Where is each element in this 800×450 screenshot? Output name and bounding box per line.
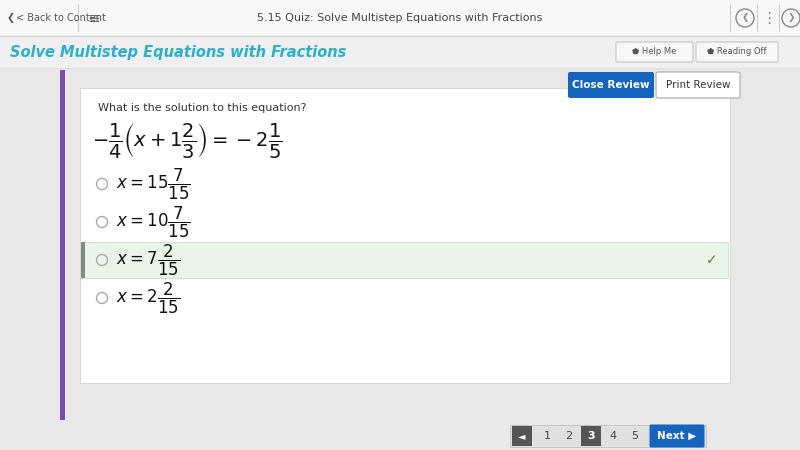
FancyBboxPatch shape: [650, 424, 705, 447]
Text: ≡: ≡: [87, 10, 100, 26]
Text: ⋮: ⋮: [762, 10, 777, 26]
Text: 3: 3: [587, 431, 595, 441]
Text: < Back to Content: < Back to Content: [16, 13, 106, 23]
FancyBboxPatch shape: [512, 426, 532, 446]
FancyBboxPatch shape: [0, 0, 800, 36]
Text: ❯: ❯: [787, 14, 794, 22]
FancyBboxPatch shape: [656, 72, 740, 98]
Text: ⬟ Help Me: ⬟ Help Me: [632, 48, 676, 57]
Text: ◄: ◄: [518, 431, 526, 441]
Text: ❮: ❮: [742, 14, 749, 22]
FancyBboxPatch shape: [0, 36, 800, 68]
Text: ❮: ❮: [7, 13, 15, 23]
Text: Solve Multistep Equations with Fractions: Solve Multistep Equations with Fractions: [10, 45, 346, 59]
Text: 5: 5: [631, 431, 638, 441]
Text: 2: 2: [566, 431, 573, 441]
Text: 4: 4: [610, 431, 617, 441]
FancyBboxPatch shape: [0, 422, 800, 450]
Text: ⬟ Reading Off: ⬟ Reading Off: [707, 48, 766, 57]
Text: ✓: ✓: [706, 253, 718, 267]
FancyBboxPatch shape: [81, 242, 85, 278]
Text: Print Review: Print Review: [666, 80, 730, 90]
Text: $x = 15\dfrac{7}{15}$: $x = 15\dfrac{7}{15}$: [116, 166, 191, 202]
Text: Next ▶: Next ▶: [658, 431, 697, 441]
FancyBboxPatch shape: [568, 72, 654, 98]
FancyBboxPatch shape: [80, 88, 730, 383]
FancyBboxPatch shape: [0, 68, 800, 422]
Text: 1: 1: [543, 431, 550, 441]
FancyBboxPatch shape: [81, 242, 728, 278]
FancyBboxPatch shape: [696, 42, 778, 62]
FancyBboxPatch shape: [616, 42, 693, 62]
Text: 5.15 Quiz: Solve Multistep Equations with Fractions: 5.15 Quiz: Solve Multistep Equations wit…: [258, 13, 542, 23]
Text: $-\dfrac{1}{4}\left(x + 1\dfrac{2}{3}\right) = -2\dfrac{1}{5}$: $-\dfrac{1}{4}\left(x + 1\dfrac{2}{3}\ri…: [92, 121, 282, 159]
Text: $x = 7\dfrac{2}{15}$: $x = 7\dfrac{2}{15}$: [116, 243, 181, 278]
Text: $x = 2\dfrac{2}{15}$: $x = 2\dfrac{2}{15}$: [116, 280, 181, 315]
FancyBboxPatch shape: [581, 426, 601, 446]
Text: Close Review: Close Review: [572, 80, 650, 90]
Text: $x = 10\dfrac{7}{15}$: $x = 10\dfrac{7}{15}$: [116, 204, 191, 239]
Text: What is the solution to this equation?: What is the solution to this equation?: [98, 103, 306, 113]
FancyBboxPatch shape: [510, 425, 706, 447]
FancyBboxPatch shape: [60, 70, 65, 420]
